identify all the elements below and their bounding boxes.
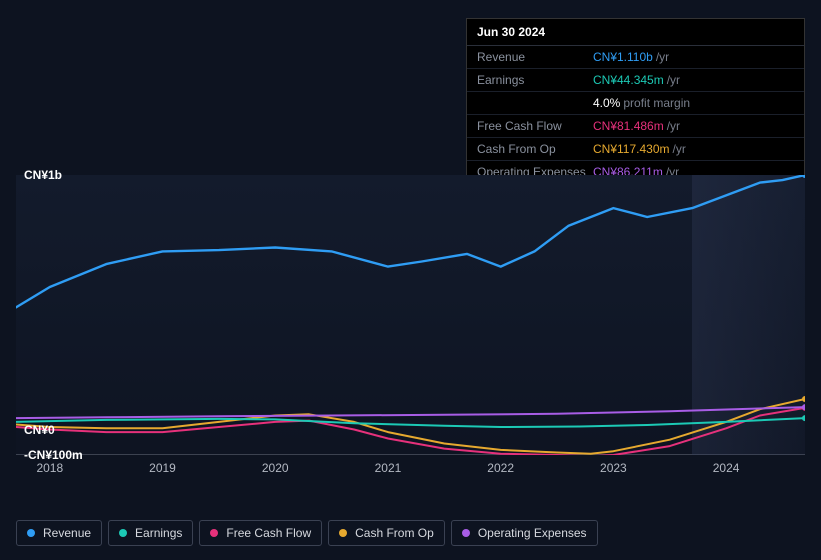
legend-label: Free Cash Flow bbox=[226, 526, 311, 540]
tooltip-row-label: Earnings bbox=[477, 73, 593, 87]
tooltip-row: RevenueCN¥1.110b/yr bbox=[467, 46, 804, 69]
tooltip-row: Cash From OpCN¥117.430m/yr bbox=[467, 138, 804, 161]
series-end-marker bbox=[802, 396, 805, 402]
tooltip-row: 4.0%profit margin bbox=[467, 92, 804, 115]
chart-legend: Revenue Earnings Free Cash Flow Cash From O… bbox=[16, 520, 598, 546]
series-end-marker bbox=[802, 415, 805, 421]
tooltip-row-value: 4.0%profit margin bbox=[593, 96, 690, 110]
legend-swatch bbox=[210, 529, 218, 537]
x-axis: 2018 2019 2020 2021 2022 2023 2024 bbox=[16, 461, 805, 481]
x-axis-tick: 2022 bbox=[487, 461, 514, 475]
series-line bbox=[16, 407, 805, 418]
legend-label: Revenue bbox=[43, 526, 91, 540]
legend-item[interactable]: Free Cash Flow bbox=[199, 520, 322, 546]
series-line bbox=[16, 418, 805, 427]
tooltip-date: Jun 30 2024 bbox=[467, 19, 804, 46]
series-end-marker bbox=[802, 175, 805, 178]
x-axis-tick: 2024 bbox=[713, 461, 740, 475]
legend-swatch bbox=[27, 529, 35, 537]
legend-swatch bbox=[119, 529, 127, 537]
tooltip-row-label: Free Cash Flow bbox=[477, 119, 593, 133]
y-axis-label: CN¥0 bbox=[24, 423, 55, 437]
tooltip-row-label: Revenue bbox=[477, 50, 593, 64]
legend-label: Cash From Op bbox=[355, 526, 434, 540]
y-axis-label: CN¥1b bbox=[24, 168, 62, 182]
legend-label: Operating Expenses bbox=[478, 526, 587, 540]
legend-item[interactable]: Earnings bbox=[108, 520, 193, 546]
x-axis-tick: 2018 bbox=[36, 461, 63, 475]
legend-item[interactable]: Operating Expenses bbox=[451, 520, 598, 546]
tooltip-row: Free Cash FlowCN¥81.486m/yr bbox=[467, 115, 804, 138]
legend-swatch bbox=[462, 529, 470, 537]
financials-chart[interactable]: CN¥1bCN¥0-CN¥100m 2018201920202021202220… bbox=[16, 160, 805, 480]
x-axis-tick: 2021 bbox=[375, 461, 402, 475]
y-axis-label: -CN¥100m bbox=[24, 448, 83, 462]
x-axis-tick: 2020 bbox=[262, 461, 289, 475]
tooltip-row-value: CN¥117.430m/yr bbox=[593, 142, 686, 156]
legend-swatch bbox=[339, 529, 347, 537]
legend-item[interactable]: Cash From Op bbox=[328, 520, 445, 546]
tooltip-row-label: Cash From Op bbox=[477, 142, 593, 156]
legend-item[interactable]: Revenue bbox=[16, 520, 102, 546]
tooltip-row-value: CN¥81.486m/yr bbox=[593, 119, 680, 133]
x-axis-tick: 2019 bbox=[149, 461, 176, 475]
series-line bbox=[16, 175, 805, 307]
tooltip-row-label bbox=[477, 96, 593, 110]
x-axis-tick: 2023 bbox=[600, 461, 627, 475]
tooltip-row-value: CN¥1.110b/yr bbox=[593, 50, 669, 64]
plot-area bbox=[16, 175, 805, 455]
tooltip-row: EarningsCN¥44.345m/yr bbox=[467, 69, 804, 92]
chart-svg bbox=[16, 175, 805, 455]
series-line bbox=[16, 399, 805, 454]
legend-label: Earnings bbox=[135, 526, 182, 540]
tooltip-row-value: CN¥44.345m/yr bbox=[593, 73, 680, 87]
